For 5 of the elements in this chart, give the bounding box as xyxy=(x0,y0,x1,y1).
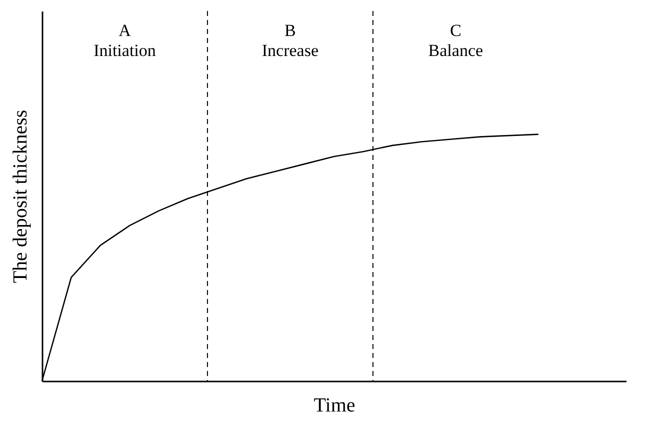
y-axis-title: The deposit thickness xyxy=(10,110,32,284)
x-axis-title: Time xyxy=(314,394,356,416)
text: A Initiation xyxy=(94,21,156,60)
text: C Balance xyxy=(428,21,484,60)
text: B Increase xyxy=(262,21,319,60)
